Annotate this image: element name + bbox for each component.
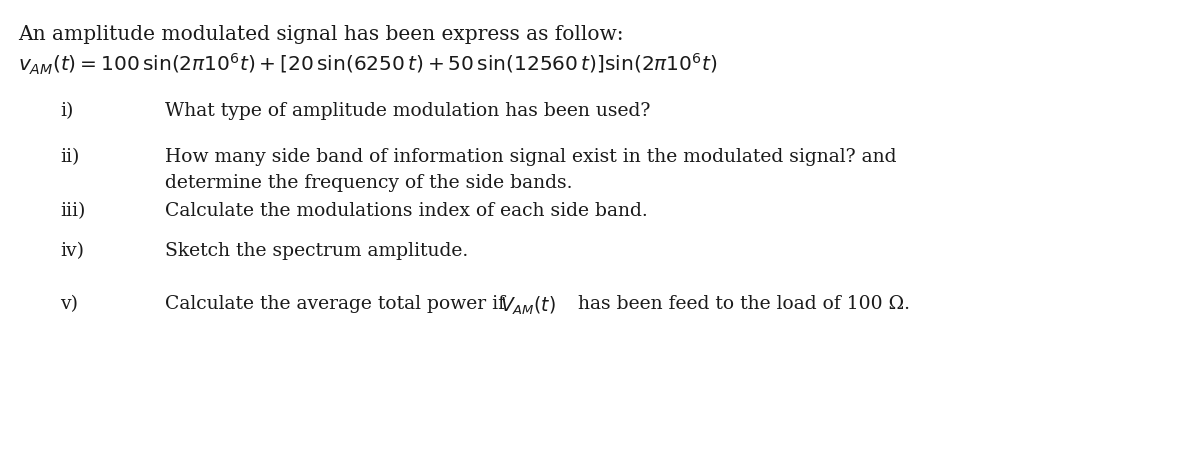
Text: iii): iii) — [60, 202, 85, 220]
Text: Calculate the average total power if: Calculate the average total power if — [166, 295, 511, 313]
Text: iv): iv) — [60, 242, 84, 260]
Text: v): v) — [60, 295, 78, 313]
Text: $V_{AM}(t)$: $V_{AM}(t)$ — [500, 295, 556, 317]
Text: i): i) — [60, 102, 73, 120]
Text: ii): ii) — [60, 148, 79, 166]
Text: has been feed to the load of 100 Ω.: has been feed to the load of 100 Ω. — [572, 295, 910, 313]
Text: Calculate the modulations index of each side band.: Calculate the modulations index of each … — [166, 202, 648, 220]
Text: $v_{AM}(t) = 100\,\sin(2\pi10^6 t)+[20\,\sin(6250\,t)+50\,\sin(12560\,t)]\sin(2\: $v_{AM}(t) = 100\,\sin(2\pi10^6 t)+[20\,… — [18, 52, 718, 77]
Text: Sketch the spectrum amplitude.: Sketch the spectrum amplitude. — [166, 242, 468, 260]
Text: How many side band of information signal exist in the modulated signal? and: How many side band of information signal… — [166, 148, 896, 166]
Text: An amplitude modulated signal has been express as follow:: An amplitude modulated signal has been e… — [18, 25, 624, 44]
Text: What type of amplitude modulation has been used?: What type of amplitude modulation has be… — [166, 102, 650, 120]
Text: determine the frequency of the side bands.: determine the frequency of the side band… — [166, 174, 572, 192]
